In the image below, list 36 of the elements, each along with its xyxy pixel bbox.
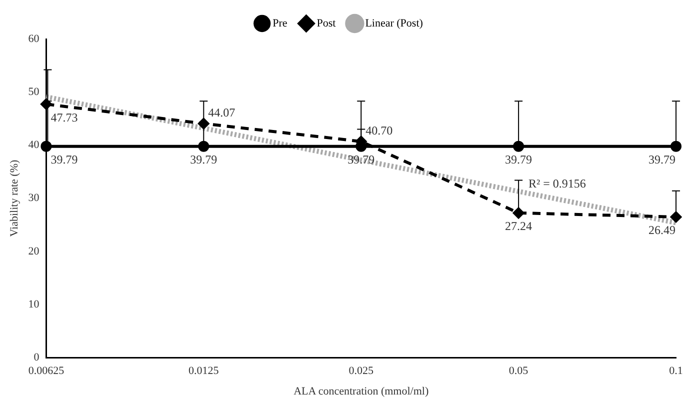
legend-label: Post: [316, 17, 336, 30]
data-label: 39.79: [505, 152, 532, 166]
x-tick-label: 0.025: [348, 365, 374, 378]
y-tick-label: 50: [28, 86, 40, 98]
point: [670, 211, 682, 222]
data-label: 26.49: [648, 223, 676, 238]
y-tick-label: 0: [34, 351, 40, 364]
data-label: 39.79: [50, 152, 78, 166]
data-label: 47.73: [50, 110, 78, 124]
y-tick-label: 30: [28, 192, 40, 204]
point: [670, 140, 682, 152]
point: [40, 98, 52, 110]
data-label: 39.79: [648, 152, 676, 166]
legend-label: Pre: [272, 17, 288, 30]
x-tick-label: 0.0125: [188, 365, 220, 378]
y-axis-title: Viability rate (%): [8, 160, 20, 237]
x-tick-label: 0.05: [508, 365, 529, 378]
annotation: R² = 0.9156: [528, 176, 586, 190]
y-tick-label: 60: [28, 32, 40, 45]
x-tick-label: 0.1: [669, 365, 683, 378]
y-tick-label: 10: [28, 298, 40, 310]
point: [40, 140, 52, 152]
point: [198, 140, 210, 152]
data-label: 39.79: [348, 152, 375, 166]
y-tick-label: 20: [28, 245, 40, 258]
x-tick-label: 0.00625: [28, 365, 65, 378]
data-label: 39.79: [190, 152, 218, 166]
data-label: 40.70: [366, 124, 393, 138]
point: [513, 140, 524, 152]
y-tick-label: 40: [28, 139, 40, 152]
x-axis-title: ALA concentration (mmol/ml): [294, 385, 429, 398]
point: [513, 207, 524, 218]
data-label: 44.07: [208, 106, 236, 120]
data-label: 27.24: [505, 219, 532, 234]
point: [198, 118, 210, 130]
legend-label: Linear (Post): [365, 17, 424, 30]
